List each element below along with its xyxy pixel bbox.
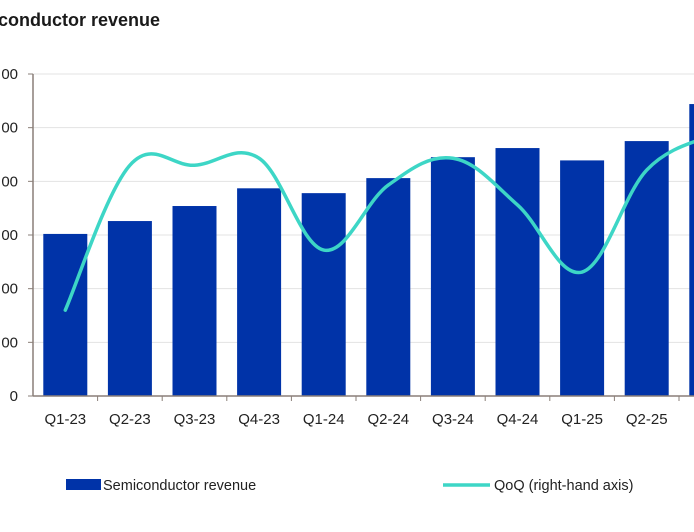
- y-tick-label: 00: [1, 334, 18, 351]
- x-tick-label: Q3-24: [432, 411, 474, 428]
- bar-Q2-23: [107, 221, 152, 396]
- bar-Q2-25: [624, 141, 669, 396]
- bar-Q1-23: [43, 233, 88, 396]
- y-tick-label: 00: [1, 227, 18, 244]
- x-tick-label: Q3-23: [174, 411, 216, 428]
- x-tick-label: Q2-25: [626, 411, 668, 428]
- x-tick-label: Q2-23: [109, 411, 151, 428]
- x-tick-label: Q1-23: [44, 411, 86, 428]
- y-tick-label: 00: [1, 281, 18, 298]
- bar-Q3-23: [172, 206, 217, 396]
- bar-Q3-25: [689, 104, 694, 396]
- y-tick-label: 00: [1, 66, 18, 83]
- x-tick-label: Q1-25: [561, 411, 603, 428]
- x-tick-label: Q1-24: [303, 411, 345, 428]
- chart-title: conductor revenue: [0, 10, 161, 30]
- y-tick-label: 00: [1, 173, 18, 190]
- legend-label-qoq: QoQ (right-hand axis): [494, 478, 633, 494]
- bar-Q2-24: [366, 178, 411, 396]
- bar-Q4-24: [495, 148, 540, 396]
- legend-swatch-revenue: [66, 479, 101, 490]
- bar-Q1-25: [560, 160, 605, 396]
- legend-label-revenue: Semiconductor revenue: [103, 478, 256, 494]
- y-tick-label: 0: [10, 388, 18, 405]
- x-tick-label: Q4-23: [238, 411, 280, 428]
- y-tick-label: 00: [1, 120, 18, 137]
- bar-Q3-24: [430, 157, 475, 396]
- x-tick-label: Q4-24: [497, 411, 539, 428]
- qoq-line: [63, 139, 694, 312]
- x-tick-label: Q2-24: [367, 411, 409, 428]
- bar-Q1-24: [301, 193, 346, 396]
- bar-Q4-23: [237, 188, 282, 396]
